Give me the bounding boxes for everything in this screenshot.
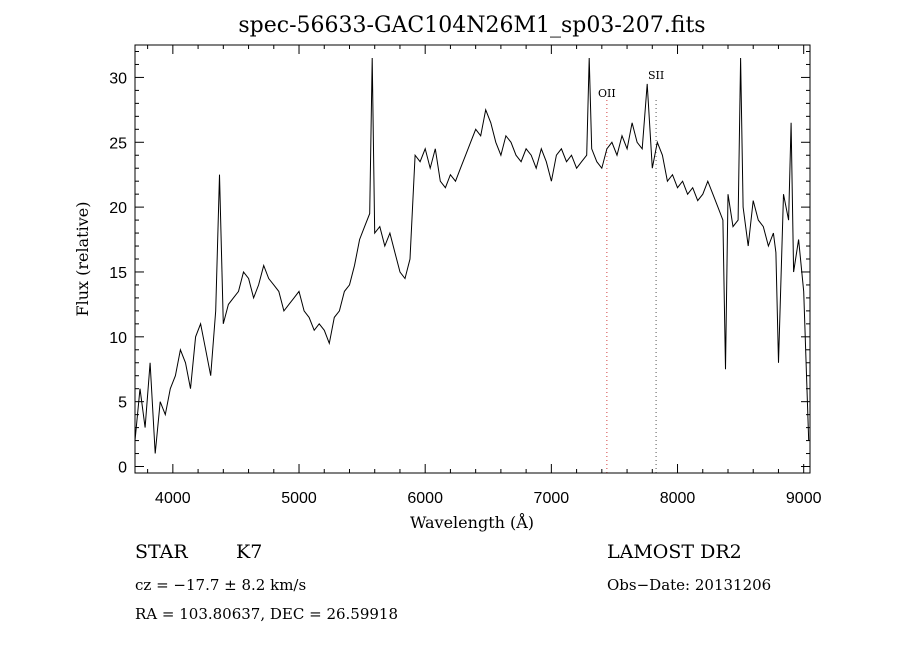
y-tick-label-3: 15 (109, 265, 127, 282)
y-tick-label-2: 10 (109, 330, 127, 347)
plot-frame (134, 44, 811, 474)
y-tick-label-6: 30 (109, 70, 127, 87)
y-axis-ticks: 0 5 10 15 20 25 30 (109, 50, 810, 477)
spectrum-line (134, 57, 810, 454)
line-label-1: SII (648, 69, 664, 82)
object-class: STAR (135, 541, 188, 563)
redshift-velocity: cz = −17.7 ± 8.2 km/s (135, 576, 307, 594)
y-tick-label-4: 20 (109, 200, 127, 217)
coordinates: RA = 103.80637, DEC = 26.59918 (135, 605, 399, 623)
x-tick-label-3: 7000 (534, 490, 570, 507)
x-tick-label-5: 9000 (786, 490, 822, 507)
x-tick-label-1: 5000 (281, 490, 317, 507)
observation-date: Obs−Date: 20131206 (607, 576, 772, 594)
x-tick-label-2: 6000 (407, 490, 443, 507)
x-tick-label-4: 8000 (660, 490, 696, 507)
spectrum-series (134, 57, 810, 454)
x-tick-label-0: 4000 (155, 490, 191, 507)
y-tick-label-1: 5 (118, 395, 127, 412)
emission-line-markers: OII SII (598, 69, 664, 473)
object-subclass: K7 (236, 541, 263, 563)
x-axis-ticks: 4000 5000 6000 7000 8000 9000 (147, 45, 822, 507)
y-tick-label-5: 25 (109, 135, 127, 152)
survey-release: LAMOST DR2 (607, 541, 742, 563)
line-label-0: OII (598, 87, 616, 100)
x-axis-label: Wavelength (Å) (410, 512, 534, 532)
y-axis-label: Flux (relative) (73, 202, 92, 317)
chart-title: spec-56633-GAC104N26M1_sp03-207.fits (238, 13, 705, 38)
y-tick-label-0: 0 (118, 460, 127, 477)
